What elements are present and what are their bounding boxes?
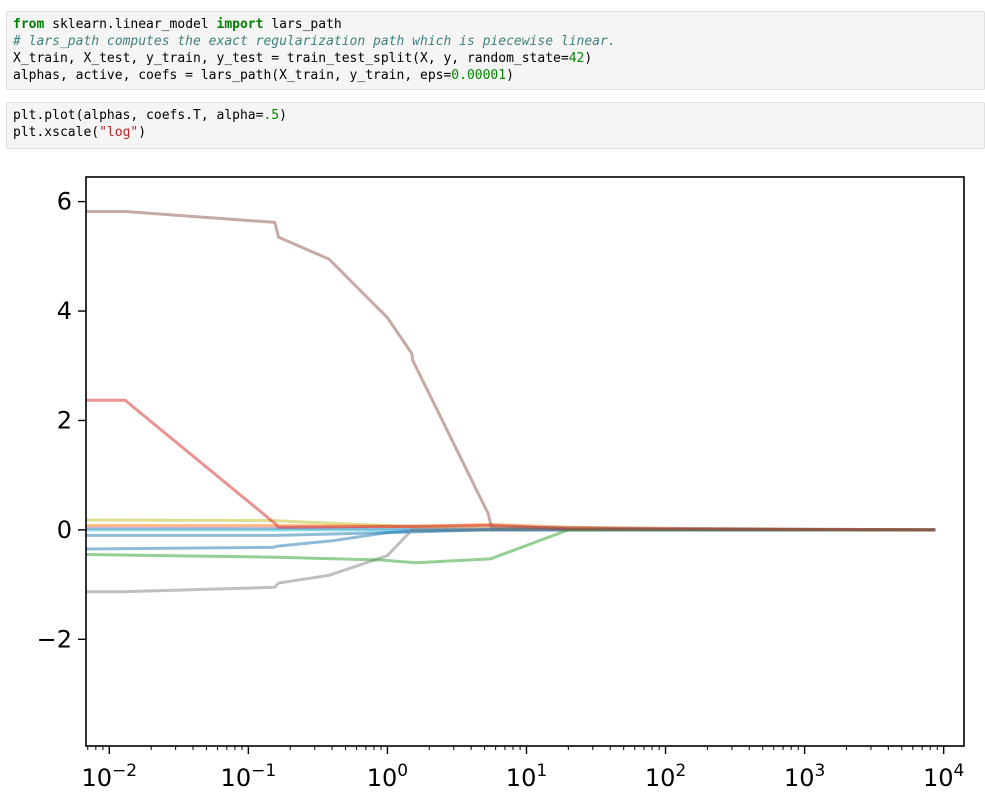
code-line: plt.plot(alphas, coefs.T, alpha=.5) [13,107,978,124]
series-line-9 [86,210,936,532]
x-tick-exponent: −2 [112,761,137,781]
code-line: X_train, X_test, y_train, y_test = train… [13,50,978,67]
x-tick-label: 10−1 [221,761,277,792]
series-line-6 [86,528,936,594]
series-line-5 [85,528,936,551]
code-token: "log" [99,125,139,140]
x-tick-base: 10 [81,764,112,792]
lars-path-plot: 6 4 2 0 −2 10−2 10−1 100 101 102 103 104 [0,160,985,799]
x-tick-base: 10 [221,764,252,792]
y-tick-label: 6 [57,188,72,216]
x-tick-base: 10 [367,764,398,792]
code-token: plt.xscale( [13,125,100,140]
code-line: alphas, active, coefs = lars_path(X_trai… [13,67,978,84]
code-line: # lars_path computes the exact regulariz… [13,33,978,50]
code-token: alphas, active, coefs = lars_path(X_trai… [13,68,452,83]
code-token: from [13,17,45,32]
x-tick-base: 10 [506,764,537,792]
code-token: 0.00001 [451,68,507,83]
x-tick-base: 10 [645,764,676,792]
code-token: .5 [263,108,280,123]
x-tick-exponent: 0 [397,761,408,781]
series-layer [85,210,936,594]
x-tick-label: 100 [367,761,408,792]
y-tick-label: −2 [37,625,72,653]
x-tick-exponent: 4 [954,761,965,781]
code-token: ) [506,68,514,83]
code-token: # lars_path computes the exact regulariz… [13,34,616,49]
plot-frame [85,176,965,747]
x-tick-exponent: 2 [675,761,686,781]
x-tick-label: 104 [923,761,964,792]
code-line: plt.xscale("log") [13,124,978,141]
code-token: lars_path [263,17,342,32]
series-line-8 [86,398,936,532]
x-tick-exponent: 1 [536,761,547,781]
code-token: import [216,17,264,32]
y-tick-label: 4 [57,297,72,325]
code-token: X_train, X_test, y_train, y_test = train… [13,51,569,66]
x-tick-label: 10−2 [81,761,137,792]
x-tick-base: 10 [784,764,815,792]
code-token: 42 [568,51,585,66]
code-token: ) [138,125,147,140]
x-tick-base: 10 [923,764,954,792]
code-cell-1[interactable]: from sklearn.linear_model import lars_pa… [6,11,985,90]
code-token: sklearn.linear_model [44,17,217,32]
x-tick-exponent: 3 [814,761,825,781]
code-token: ) [279,108,287,123]
y-tick-label: 0 [57,516,72,544]
x-tick-label: 102 [645,761,686,792]
code-token: plt.plot(alphas, coefs.T, alpha= [13,108,264,123]
x-tick-label: 101 [506,761,547,792]
x-tick-exponent: −1 [251,761,276,781]
x-tick-label: 103 [784,761,825,792]
y-tick-label: 2 [57,406,72,434]
code-line: from sklearn.linear_model import lars_pa… [13,16,978,33]
code-cell-2[interactable]: plt.plot(alphas, coefs.T, alpha=.5) plt.x… [6,102,985,149]
code-token: ) [584,51,593,66]
